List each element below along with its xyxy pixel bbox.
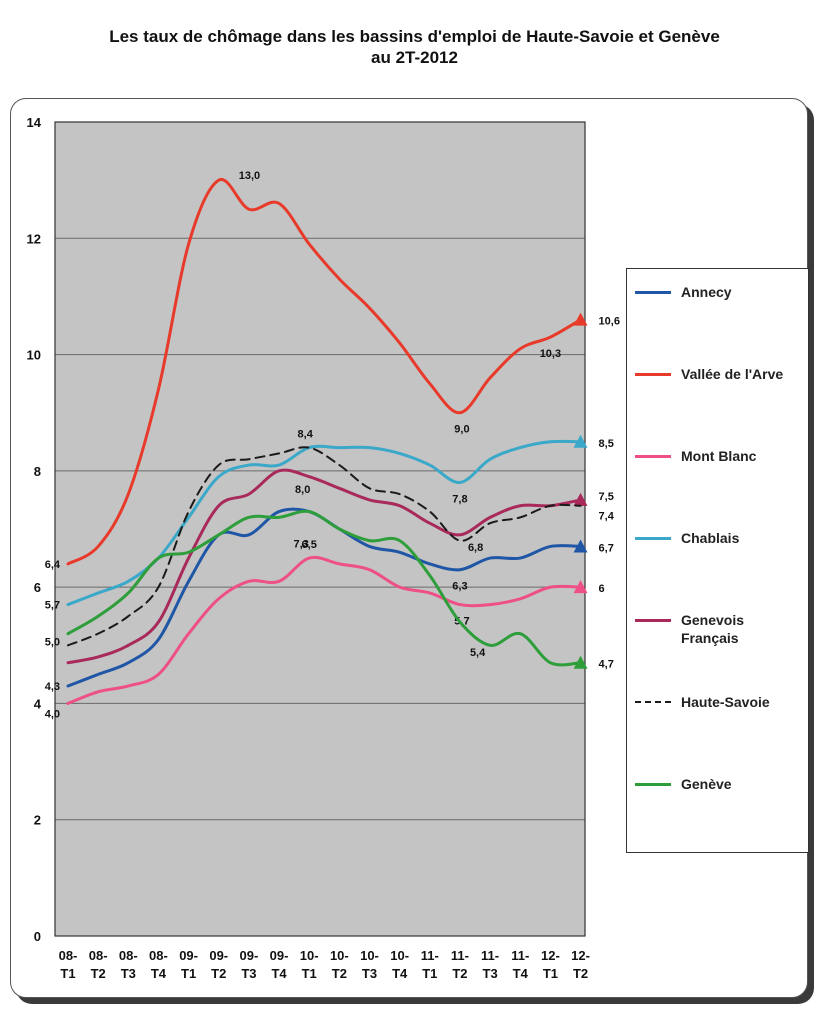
x-tick-label: T3 <box>362 966 377 981</box>
series-line-gen-ve <box>66 509 583 667</box>
data-label: 5,4 <box>470 647 486 659</box>
chart-title-line-2: au 2T-2012 <box>371 48 458 67</box>
x-tick-label: 11- <box>421 948 439 963</box>
data-label: 4,0 <box>45 708 60 720</box>
legend-label: Annecy <box>681 284 732 300</box>
legend-label: Genevois Français <box>681 612 745 646</box>
y-tick-label: 14 <box>27 115 42 130</box>
data-label: 8,0 <box>295 484 310 496</box>
x-tick-label: T2 <box>332 966 347 981</box>
legend-swatch <box>635 537 671 540</box>
end-marker-genevois-fran-ais <box>573 492 588 506</box>
end-marker-annecy <box>573 539 588 553</box>
legend: Annecy Vallée de l'Arve Mont Blanc Chablais… <box>626 268 809 853</box>
x-tick-label: 10- <box>360 948 379 963</box>
data-label: 6 <box>599 583 605 595</box>
legend-swatch <box>635 455 671 458</box>
plot-border <box>54 121 586 937</box>
x-tick-label: T1 <box>60 966 75 981</box>
x-tick-label: 08- <box>89 948 108 963</box>
y-tick-label: 8 <box>34 464 41 479</box>
x-tick-label: 09- <box>240 948 259 963</box>
x-tick-label: 09- <box>270 948 289 963</box>
y-tick-label: 4 <box>34 696 42 711</box>
x-tick-label: 11- <box>511 948 529 963</box>
x-tick-label: 12- <box>571 948 590 963</box>
legend-swatch <box>635 701 671 703</box>
x-tick-label: T4 <box>271 966 287 981</box>
x-tick-label: T1 <box>181 966 196 981</box>
data-label: 13,0 <box>239 170 260 182</box>
x-tick-label: 10- <box>300 948 319 963</box>
x-tick-label: 12- <box>541 948 560 963</box>
legend-label: Chablais <box>681 530 740 546</box>
x-tick-label: T4 <box>151 966 167 981</box>
data-label: 6,3 <box>452 581 467 593</box>
x-tick-label: T2 <box>211 966 226 981</box>
x-tick-label: T1 <box>302 966 317 981</box>
x-tick-label: 08- <box>149 948 168 963</box>
legend-label: Vallée de l'Arve <box>681 366 784 382</box>
chart-title: Les taux de chômage dans les bassins d'e… <box>0 26 829 68</box>
y-tick-label: 6 <box>34 580 41 595</box>
x-tick-label: T2 <box>452 966 467 981</box>
y-tick-label: 12 <box>27 231 41 246</box>
legend-label: Genève <box>681 776 732 792</box>
legend-label: Mont Blanc <box>681 448 757 464</box>
y-tick-label: 2 <box>34 813 41 828</box>
y-tick-label: 0 <box>34 929 41 944</box>
y-tick-label: 10 <box>27 348 41 363</box>
data-label: 6,8 <box>468 542 483 554</box>
x-tick-label: T3 <box>241 966 256 981</box>
x-tick-label: T2 <box>91 966 106 981</box>
x-tick-label: 10- <box>330 948 349 963</box>
data-label: 7,3 <box>294 539 309 551</box>
series-line-vall-e-de-l-arve <box>66 178 583 566</box>
data-label: 7,5 <box>599 491 614 503</box>
x-tick-label: 11- <box>481 948 499 963</box>
data-label: 5,7 <box>45 600 60 612</box>
x-tick-label: 11- <box>451 948 469 963</box>
x-tick-label: 10- <box>390 948 409 963</box>
x-tick-label: T2 <box>573 966 588 981</box>
data-label: 5,0 <box>45 636 60 648</box>
end-marker-gen-ve <box>573 655 588 669</box>
legend-swatch <box>635 619 671 622</box>
x-tick-label: T3 <box>483 966 498 981</box>
plot-area <box>55 122 585 936</box>
data-label: 7,8 <box>452 493 467 505</box>
x-tick-label: T4 <box>392 966 408 981</box>
end-marker-vall-e-de-l-arve <box>573 312 588 326</box>
data-label: 6,5 <box>302 539 317 551</box>
end-marker-mont-blanc <box>573 580 588 594</box>
data-label: 8,5 <box>599 438 614 450</box>
data-label: 10,6 <box>599 316 620 328</box>
x-tick-label: 09- <box>179 948 198 963</box>
series-line-mont-blanc <box>66 555 583 705</box>
x-tick-label: 08- <box>59 948 78 963</box>
legend-label: Haute-Savoie <box>681 694 770 710</box>
x-tick-label: T3 <box>121 966 136 981</box>
end-marker-chablais <box>573 434 588 448</box>
data-label: 7,4 <box>599 511 615 523</box>
data-label: 10,3 <box>540 348 561 360</box>
x-tick-label: 08- <box>119 948 138 963</box>
data-label: 4,3 <box>45 681 60 693</box>
series-line-genevois-fran-ais <box>66 468 583 665</box>
data-label: 8,4 <box>298 429 314 441</box>
legend-swatch <box>635 783 671 786</box>
data-label: 4,7 <box>599 659 614 671</box>
series-line-haute-savoie <box>67 446 582 647</box>
x-tick-label: 09- <box>209 948 228 963</box>
x-tick-label: T4 <box>513 966 529 981</box>
legend-swatch <box>635 291 671 294</box>
chart-title-line-1: Les taux de chômage dans les bassins d'e… <box>109 27 720 46</box>
legend-swatch <box>635 373 671 376</box>
data-label: 9,0 <box>454 424 469 436</box>
data-label: 6,4 <box>45 559 61 571</box>
data-label: 6,7 <box>599 542 614 554</box>
x-tick-label: T1 <box>422 966 437 981</box>
x-tick-label: T1 <box>543 966 558 981</box>
